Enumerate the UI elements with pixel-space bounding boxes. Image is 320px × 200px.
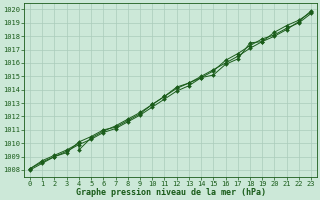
X-axis label: Graphe pression niveau de la mer (hPa): Graphe pression niveau de la mer (hPa) <box>76 188 266 197</box>
